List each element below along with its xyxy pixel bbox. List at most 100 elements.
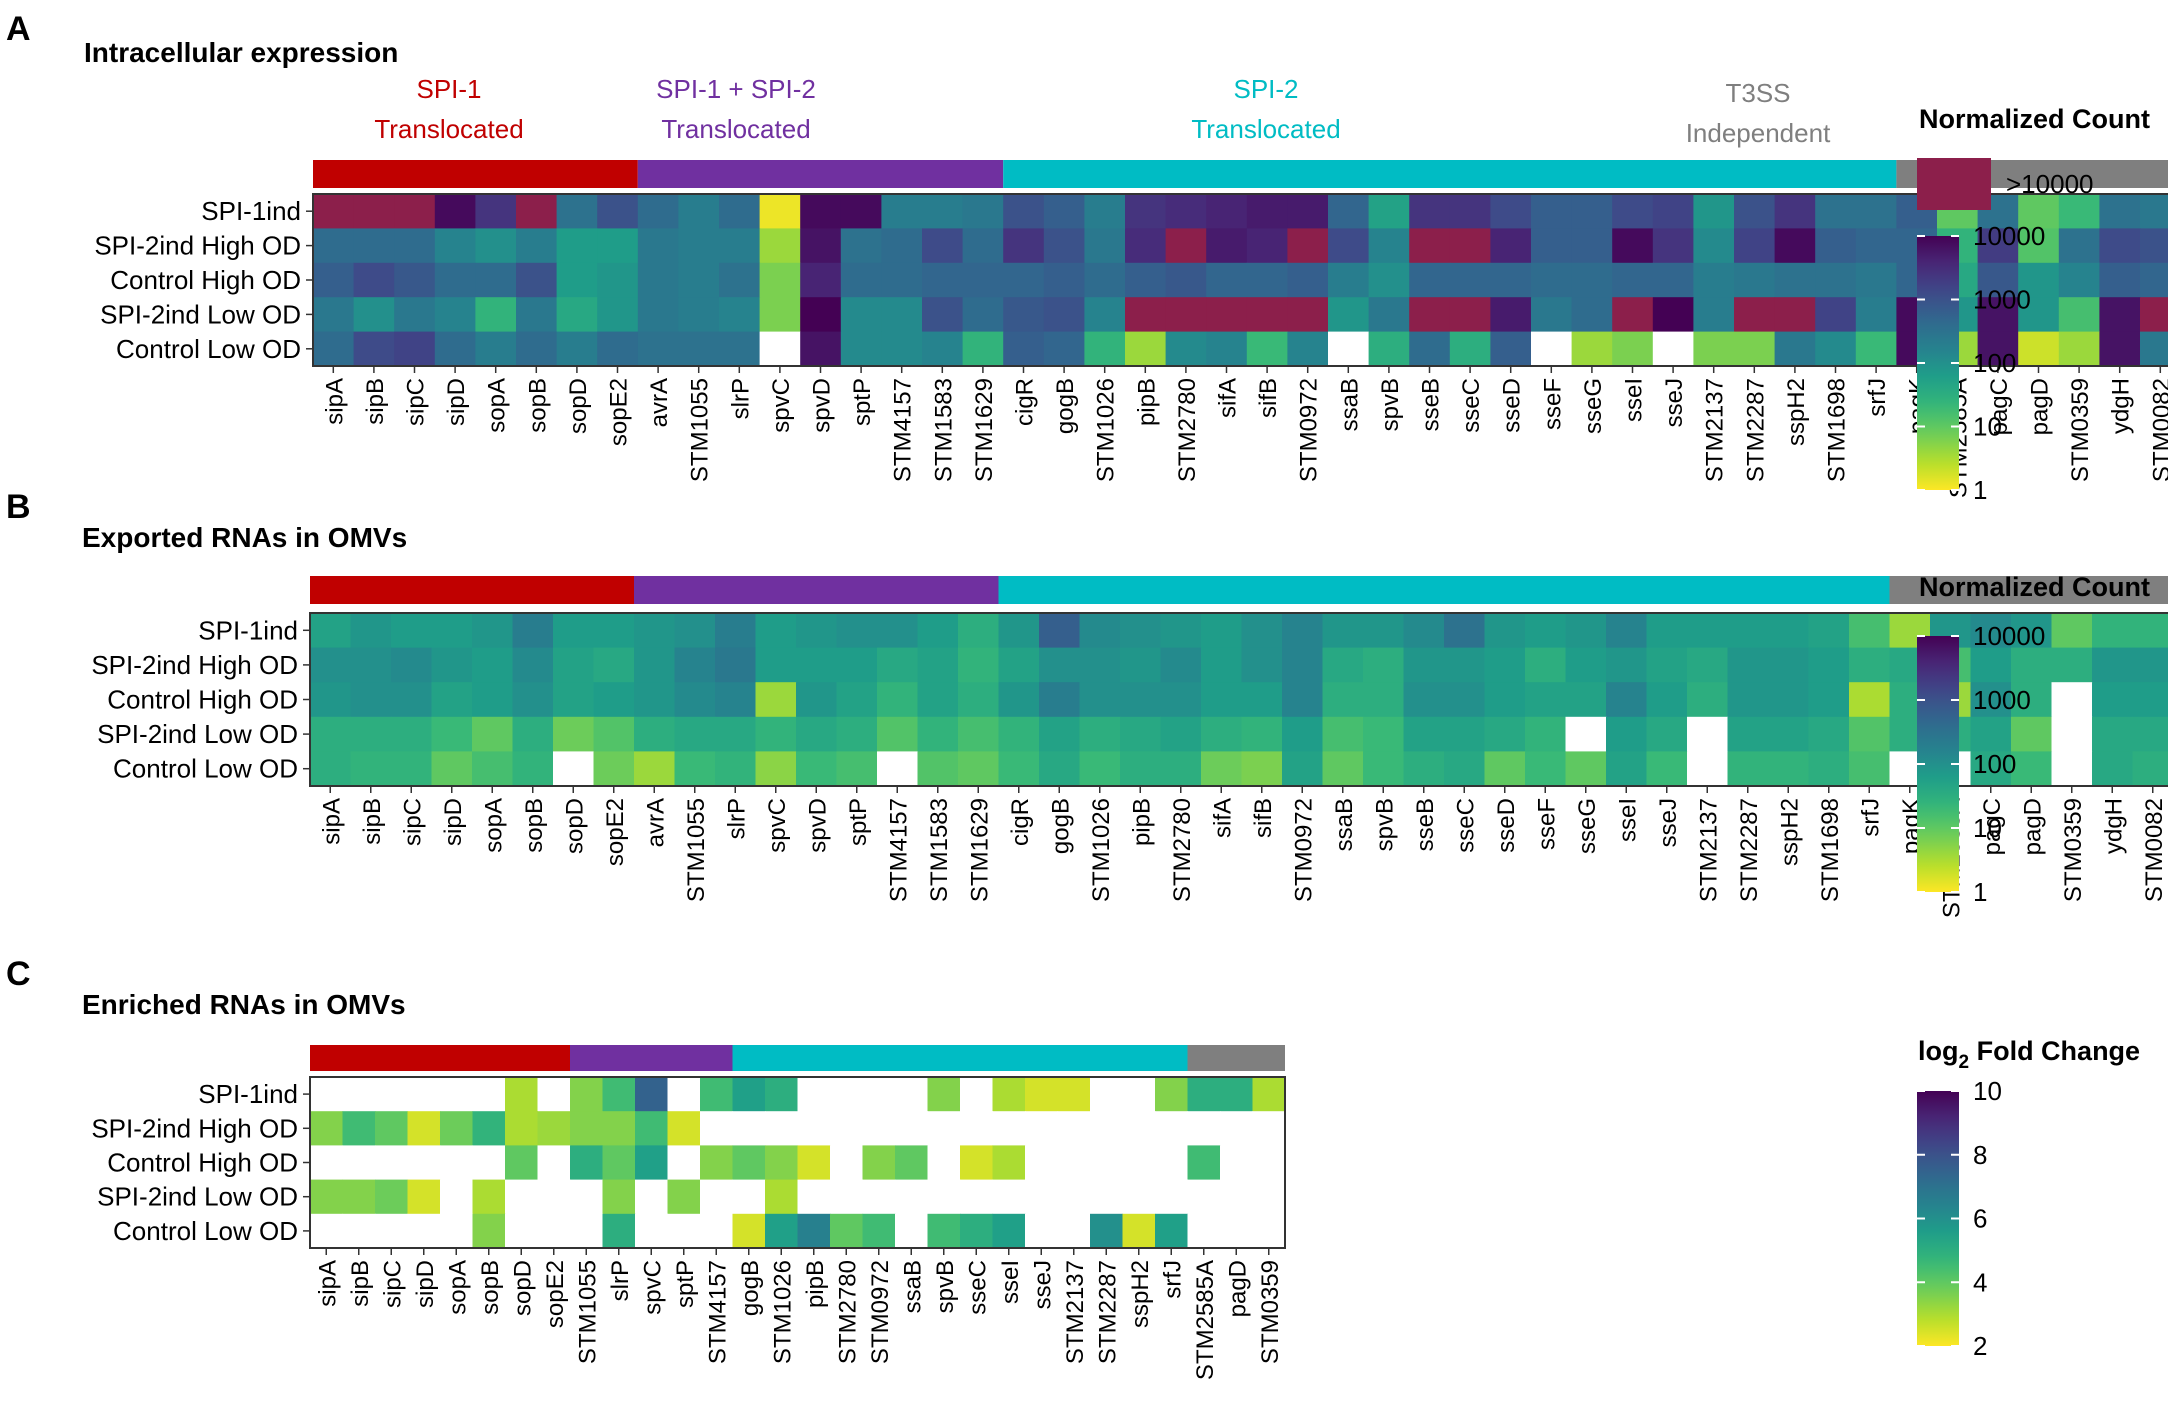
- heatmap-cell: [1120, 682, 1162, 718]
- heatmap-cell: [1241, 613, 1283, 649]
- heatmap-cell: [1444, 613, 1486, 649]
- heatmap-cell: [862, 1111, 896, 1146]
- heatmap-cell: [1444, 751, 1486, 787]
- heatmap-cell: [922, 228, 964, 264]
- row-label: Control Low OD: [113, 754, 298, 784]
- heatmap-cell: [1646, 647, 1688, 683]
- heatmap-cell: [998, 716, 1040, 752]
- heatmap-cell: [992, 1179, 1026, 1215]
- heatmap-cell: [593, 613, 635, 649]
- heatmap-cell: [881, 194, 923, 229]
- heatmap-cell: [635, 1179, 669, 1215]
- heatmap-cell: [556, 297, 598, 333]
- heatmap-cell: [2132, 647, 2168, 683]
- heatmap-cell: [434, 297, 476, 333]
- heatmap-cell: [2099, 262, 2141, 298]
- heatmap-cell: [877, 751, 919, 787]
- legend-title-sub: 2: [1959, 1052, 1970, 1073]
- heatmap-cell: [715, 682, 757, 718]
- column-label: sseD: [1493, 798, 1520, 853]
- heatmap-cell: [862, 1213, 896, 1249]
- heatmap-cell: [472, 751, 514, 787]
- column-label: sseB: [1412, 798, 1439, 851]
- heatmap-cell: [1057, 1179, 1091, 1215]
- group-label-line2: Translocated: [374, 114, 523, 144]
- heatmap-cell: [2058, 262, 2100, 298]
- colorbar-tick-label: 10: [1973, 412, 2002, 442]
- heatmap-cell: [800, 194, 842, 229]
- heatmap-cell: [310, 1077, 344, 1112]
- column-label: sipD: [443, 378, 470, 426]
- heatmap-cell: [1122, 1145, 1156, 1181]
- heatmap-cell: [1977, 262, 2019, 298]
- heatmap-cell: [1490, 228, 1532, 264]
- heatmap-cell: [1122, 1179, 1156, 1215]
- heatmap-cell: [755, 716, 797, 752]
- heatmap-cell: [992, 1111, 1026, 1146]
- heatmap-cell: [1409, 228, 1451, 264]
- heatmap-cell: [800, 331, 842, 367]
- colorbar-C: 10 8 6 4 2: [1917, 1076, 2002, 1361]
- heatmap-cell: [1768, 716, 1810, 752]
- colorbar-tick-label: 100: [1973, 348, 2016, 378]
- heatmap-cell: [407, 1077, 441, 1112]
- heatmap-cell: [1220, 1077, 1254, 1112]
- heatmap-cell: [836, 682, 878, 718]
- panel-title: Intracellular expression: [84, 37, 398, 68]
- heatmap-cell: [1734, 262, 1776, 298]
- heatmap-cell: [472, 1111, 506, 1146]
- column-label: sseG: [1574, 798, 1601, 854]
- heatmap-cell: [1165, 194, 1207, 229]
- heatmap-cell: [512, 716, 554, 752]
- heatmap-cell: [1768, 682, 1810, 718]
- heatmap-cell: [537, 1077, 571, 1112]
- heatmap-cell: [1039, 647, 1081, 683]
- heatmap-cell: [1206, 262, 1248, 298]
- heatmap-cell: [1025, 1077, 1059, 1112]
- heatmap-cell: [1815, 228, 1857, 264]
- column-label: STM2585A: [1192, 1260, 1219, 1380]
- heatmap-cell: [516, 262, 558, 298]
- heatmap-cell: [895, 1145, 929, 1181]
- heatmap-cell: [310, 613, 352, 649]
- heatmap-cell: [895, 1213, 929, 1249]
- column-label: pagC: [1986, 378, 2013, 435]
- heatmap-cell: [960, 1145, 994, 1181]
- heatmap-cell: [1612, 262, 1654, 298]
- heatmap-cell: [1003, 297, 1045, 333]
- heatmap-cell: [1734, 331, 1776, 367]
- column-label: STM2137: [1695, 798, 1722, 902]
- heatmap-cell: [958, 613, 1000, 649]
- group-bar: [313, 160, 638, 188]
- row-label: SPI-2ind High OD: [91, 650, 298, 680]
- heatmap-cell: [1531, 228, 1573, 264]
- heatmap-cell: [1246, 297, 1288, 333]
- heatmap-cell: [1003, 194, 1045, 229]
- heatmap-cell: [2099, 331, 2141, 367]
- heatmap-cell: [1970, 613, 2012, 649]
- heatmap-cell: [1565, 647, 1607, 683]
- heatmap-cell: [1322, 751, 1364, 787]
- column-label: STM2780: [1174, 378, 1201, 482]
- column-label: STM1026: [1088, 798, 1115, 902]
- heatmap-cell: [1090, 1111, 1124, 1146]
- heatmap-cell: [1849, 647, 1891, 683]
- heatmap-cell: [1490, 297, 1532, 333]
- heatmap-cell: [1490, 331, 1532, 367]
- heatmap-cell: [570, 1179, 604, 1215]
- heatmap-cell: [1490, 194, 1532, 229]
- heatmap-cell: [881, 262, 923, 298]
- heatmap-cell: [1206, 331, 1248, 367]
- column-label: STM1698: [1824, 378, 1851, 482]
- column-label: cigR: [1007, 798, 1034, 846]
- heatmap-cell: [2140, 331, 2168, 367]
- heatmap-cell: [2058, 297, 2100, 333]
- heatmap-cell: [1727, 613, 1769, 649]
- heatmap-cell: [1606, 751, 1648, 787]
- heatmap-cell: [350, 716, 392, 752]
- group-bar: [637, 160, 1004, 188]
- heatmap-cell: [917, 716, 959, 752]
- colorbar-tick-label: 6: [1973, 1204, 1987, 1234]
- heatmap-cell: [917, 613, 959, 649]
- column-label: sipD: [440, 798, 467, 846]
